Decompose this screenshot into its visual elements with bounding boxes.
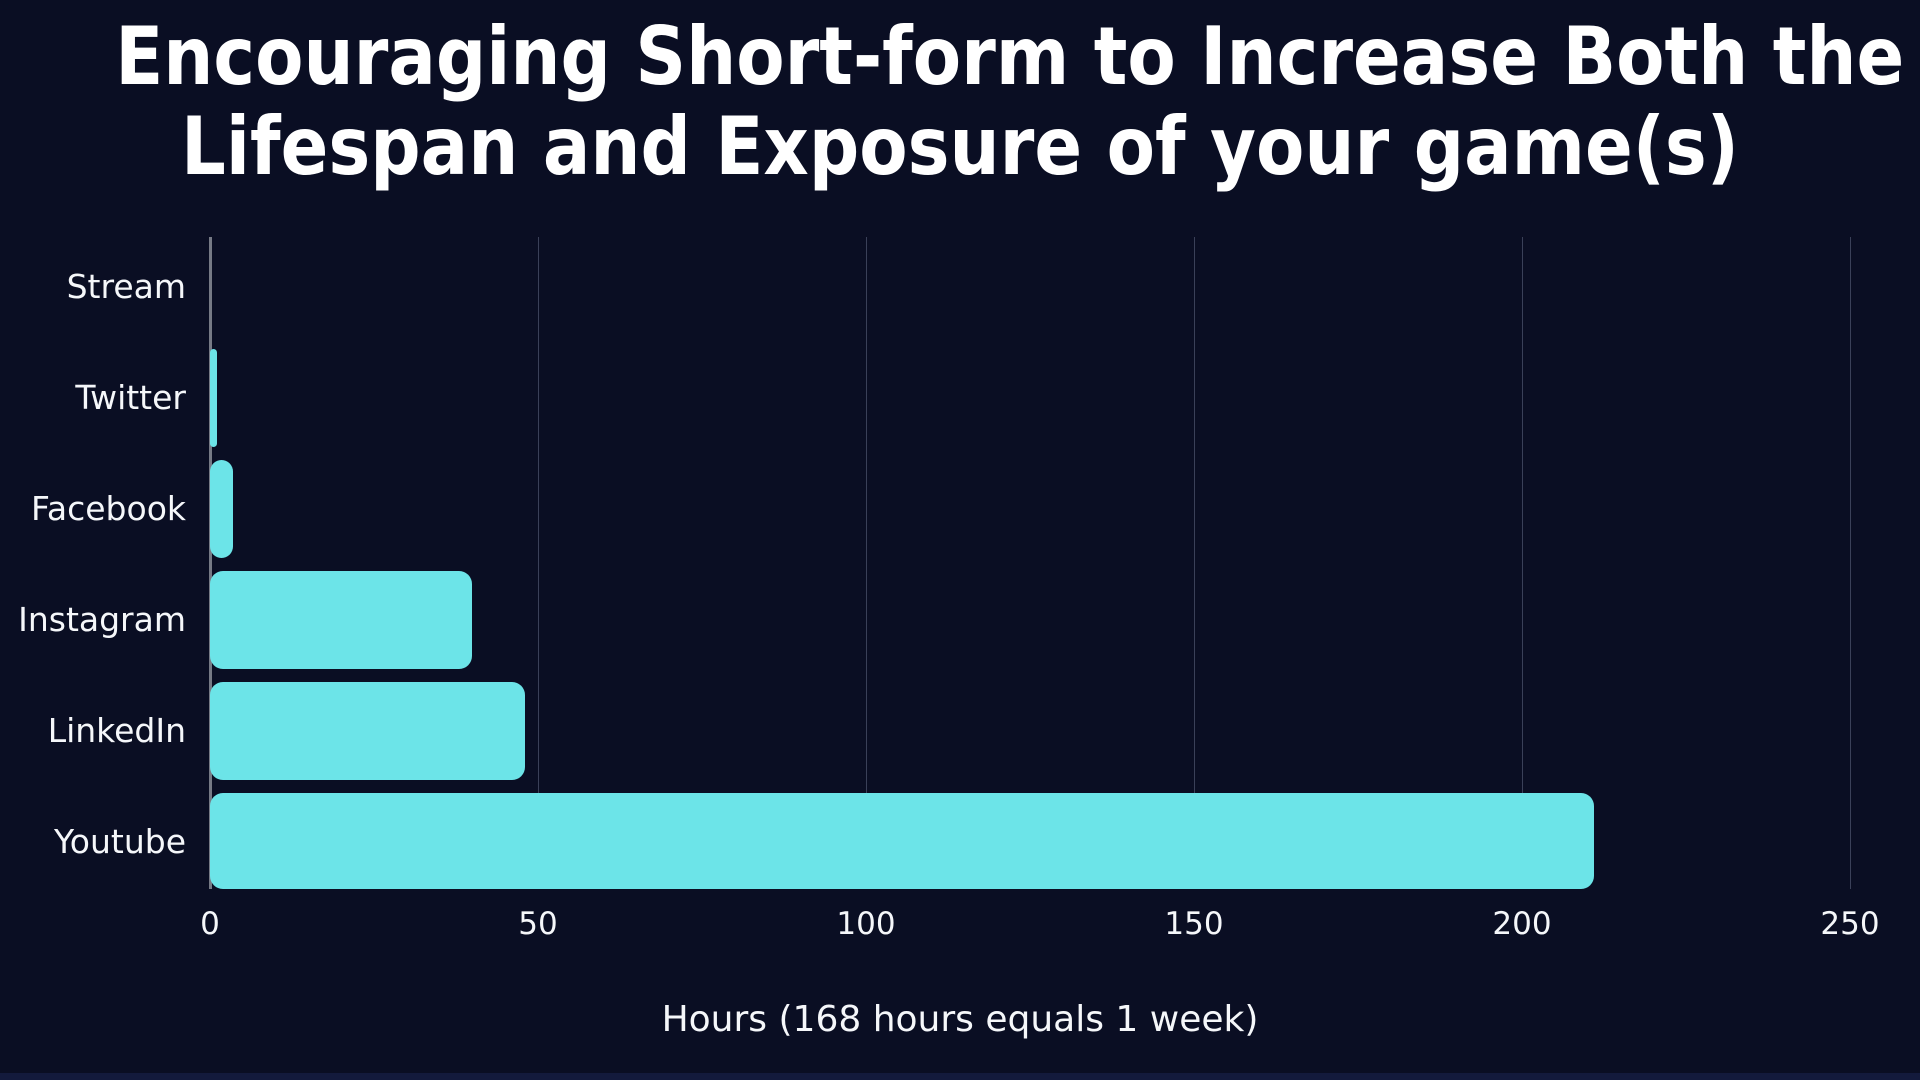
- gridline-200: [1522, 237, 1523, 889]
- bar-facebook: [210, 460, 233, 558]
- bar-twitter: [210, 349, 217, 447]
- bar-linkedin: [210, 682, 525, 780]
- gridline-250: [1850, 237, 1851, 889]
- x-tick-label-0: 0: [200, 906, 220, 942]
- plot-area: [209, 237, 1851, 889]
- chart-title-line2: Lifespan and Exposure of your game(s): [181, 100, 1739, 193]
- gridline-150: [1194, 237, 1195, 889]
- bar-youtube: [210, 793, 1595, 889]
- x-tick-label-200: 200: [1492, 906, 1552, 942]
- x-tick-label-50: 50: [518, 906, 558, 942]
- x-axis-title: Hours (168 hours equals 1 week): [661, 999, 1259, 1040]
- x-tick-label-150: 150: [1164, 906, 1224, 942]
- x-tick-label-100: 100: [836, 906, 896, 942]
- category-label-youtube: Youtube: [54, 822, 186, 861]
- chart-title: Encouraging Short-form to Increase Both …: [0, 12, 1920, 192]
- gridline-100: [866, 237, 867, 889]
- chart-title-line1: Encouraging Short-form to Increase Both …: [115, 10, 1905, 103]
- y-axis-line: [209, 237, 212, 889]
- gridline-50: [538, 237, 539, 889]
- category-label-twitter: Twitter: [75, 378, 186, 417]
- category-label-stream: Stream: [66, 267, 186, 306]
- x-tick-label-250: 250: [1820, 906, 1880, 942]
- bar-instagram: [210, 571, 473, 669]
- bottom-edge-strip: [0, 1073, 1920, 1080]
- category-label-facebook: Facebook: [30, 489, 186, 528]
- category-label-linkedin: LinkedIn: [47, 711, 186, 750]
- category-label-instagram: Instagram: [18, 600, 186, 639]
